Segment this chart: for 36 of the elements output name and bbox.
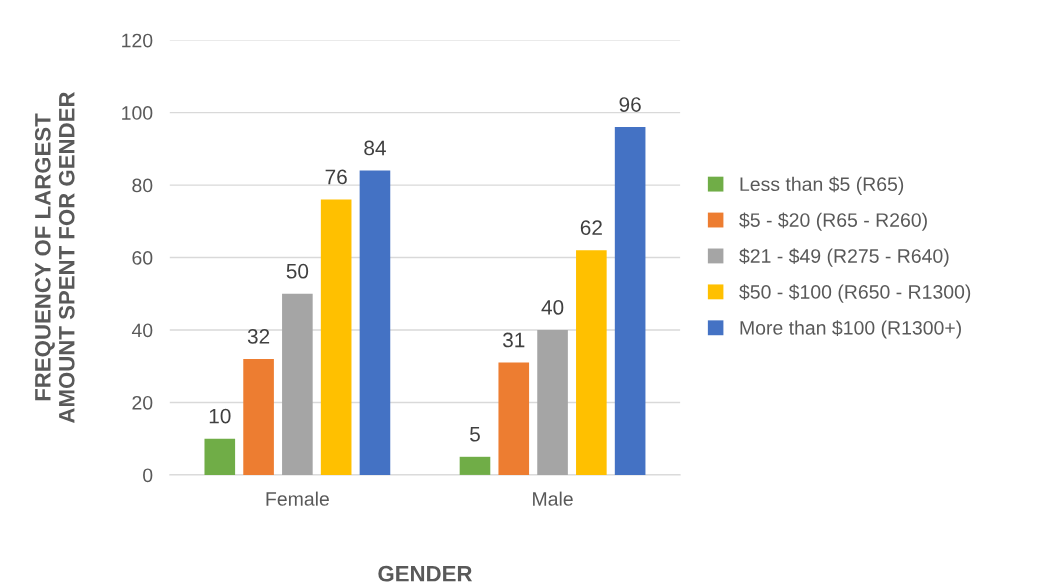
y-tick-label: 40 bbox=[131, 323, 153, 338]
bar bbox=[459, 456, 491, 475]
legend-label: $50 - $100 (R650 - R1300) bbox=[739, 284, 971, 303]
y-tick-label: 100 bbox=[122, 106, 153, 120]
bar bbox=[243, 358, 274, 475]
y-tick-label: 60 bbox=[132, 251, 153, 265]
bar bbox=[576, 250, 607, 475]
y-tick-label: 80 bbox=[132, 178, 153, 193]
bar bbox=[359, 170, 391, 475]
x-tick-label: Female bbox=[266, 491, 329, 506]
data-label: 76 bbox=[325, 169, 347, 185]
bar bbox=[204, 438, 236, 475]
data-label: 50 bbox=[286, 263, 309, 279]
bar bbox=[282, 293, 313, 475]
data-label: 62 bbox=[580, 220, 602, 236]
bar bbox=[537, 329, 568, 475]
legend-label: Less than $5 (R65) bbox=[740, 176, 904, 195]
y-tick-label: 0 bbox=[143, 468, 153, 483]
data-label: 40 bbox=[541, 300, 564, 315]
y-axis-title: FREQUENCY OF LARGEST AMOUNT SPENT FOR GENDER bbox=[34, 91, 75, 424]
legend-label: $5 - $20 (R65 - R260) bbox=[739, 212, 927, 231]
data-label: 96 bbox=[619, 97, 641, 112]
data-label: 10 bbox=[209, 408, 231, 424]
x-axis-title: GENDER bbox=[378, 565, 473, 582]
data-label: 32 bbox=[247, 329, 270, 344]
x-tick-label: Male bbox=[533, 491, 573, 506]
data-label: 31 bbox=[502, 332, 525, 348]
bar bbox=[614, 127, 646, 475]
bar bbox=[498, 362, 530, 475]
legend-label: More than $100 (R1300+) bbox=[740, 320, 961, 339]
data-label: 5 bbox=[470, 427, 480, 442]
y-tick-label: 20 bbox=[132, 395, 153, 410]
y-tick-label: 120 bbox=[122, 33, 153, 48]
bar bbox=[320, 199, 352, 475]
data-label: 84 bbox=[364, 140, 386, 156]
legend-label: $21 - $49 (R275 - R640) bbox=[739, 248, 949, 267]
